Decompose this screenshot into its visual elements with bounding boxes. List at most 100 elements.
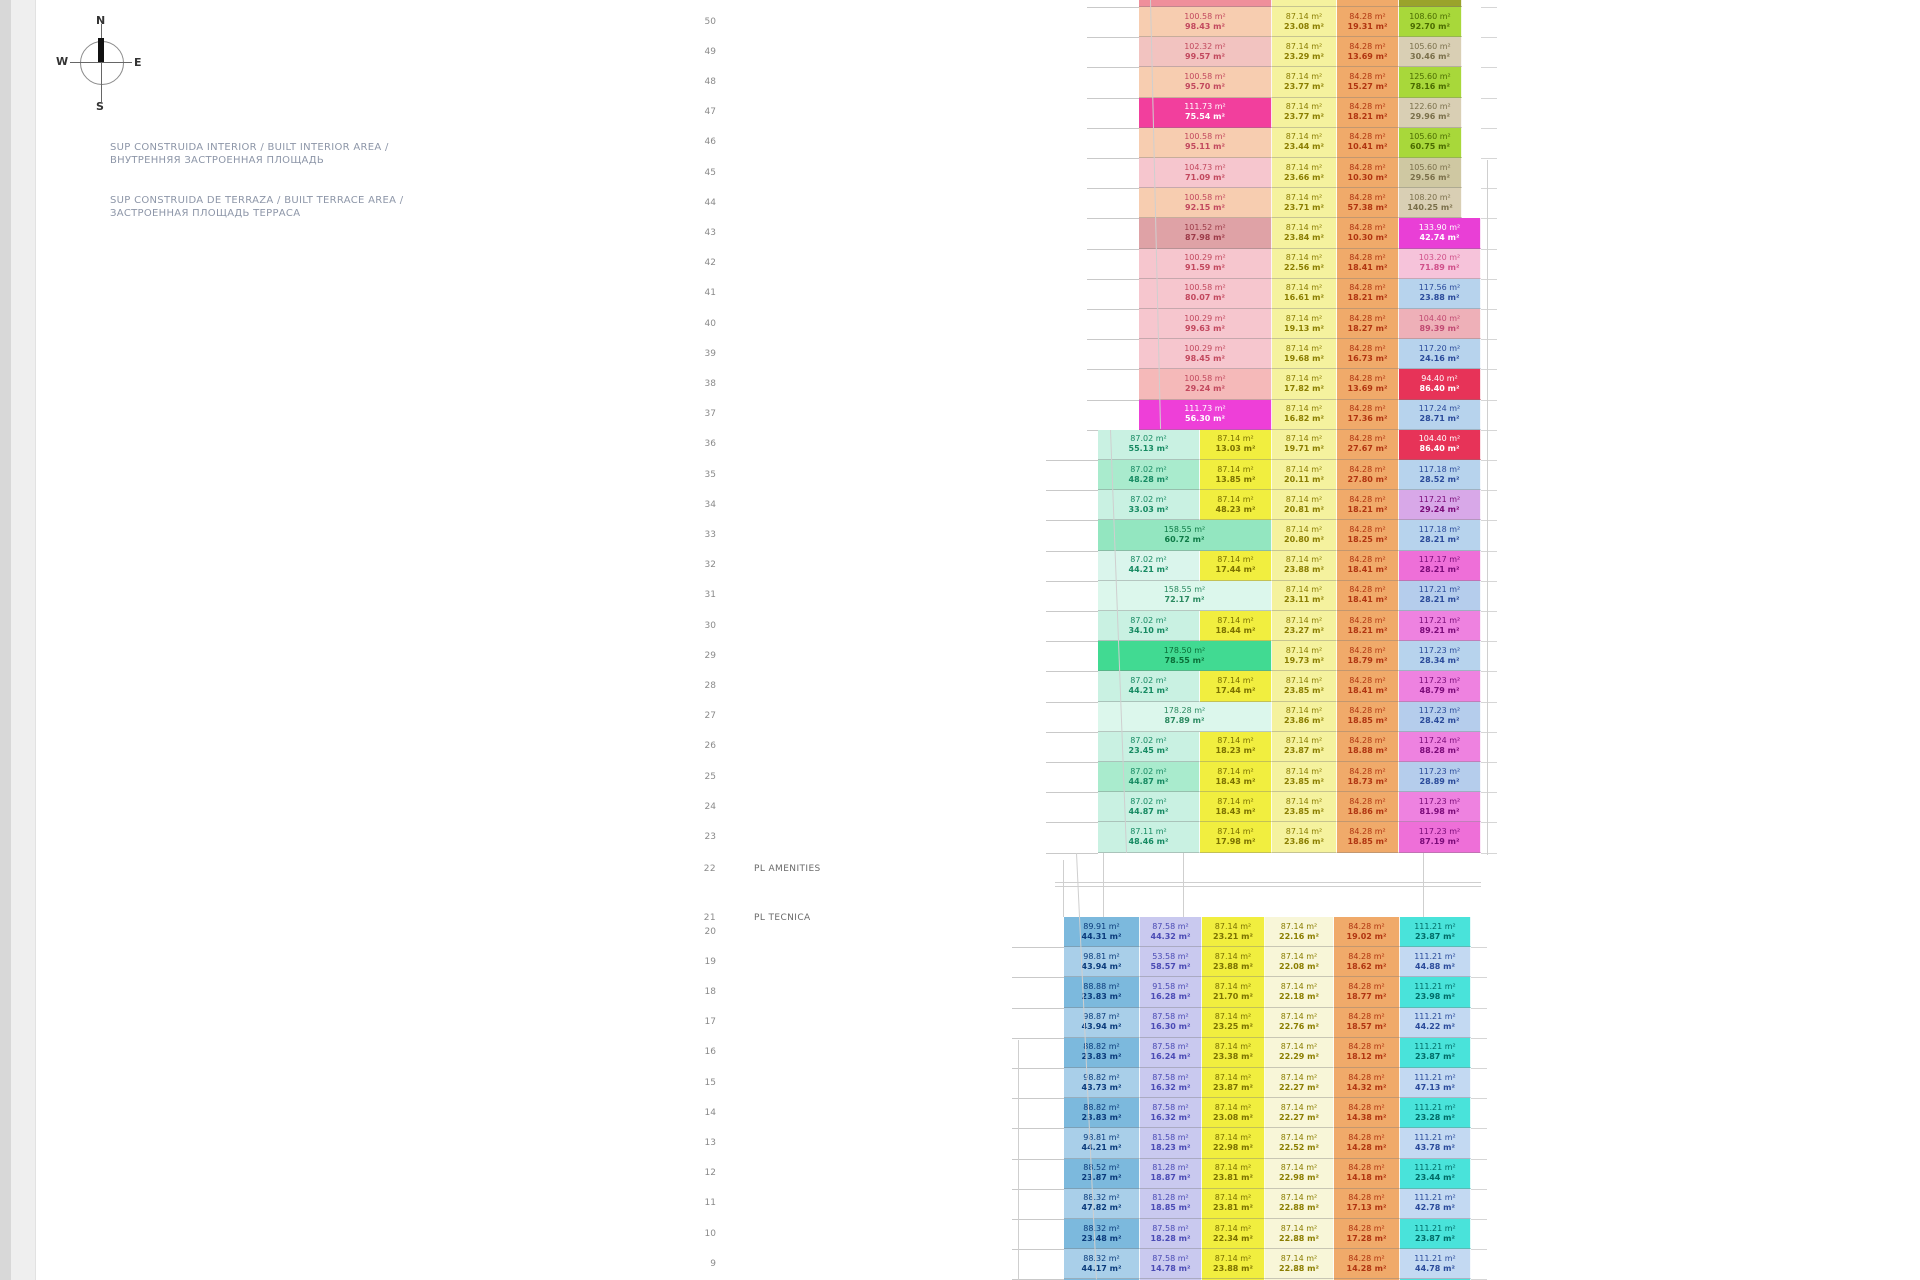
compass-rose: N S W E xyxy=(56,14,154,113)
interior-area-value: 87.14 m² xyxy=(1280,951,1318,961)
terrace-area-value: 23.84 m² xyxy=(1284,232,1324,242)
area-cell: 87.14 m² 17.82 m² xyxy=(1272,369,1337,400)
terrace-area-value: 22.18 m² xyxy=(1279,991,1319,1001)
area-cell: 87.58 m² 16.24 m² xyxy=(1140,1037,1202,1068)
interior-area-value: 111.21 m² xyxy=(1414,951,1456,961)
row-tick xyxy=(1481,7,1497,8)
row-tick xyxy=(1012,1158,1064,1160)
terrace-area-value: 28.21 m² xyxy=(1419,595,1460,605)
terrace-area-value: 18.57 m² xyxy=(1346,1022,1387,1032)
interior-area-value: 84.28 m² xyxy=(1348,981,1385,991)
row-tick xyxy=(1046,520,1098,522)
terrace-area-value: 23.44 m² xyxy=(1415,1173,1455,1183)
area-cell: 88.82 m² 23.83 m² xyxy=(1064,1098,1140,1129)
interior-area-value: 104.40 m² xyxy=(1418,434,1461,444)
area-cell: 111.21 m² 23.44 m² xyxy=(1400,1158,1471,1189)
interior-area-value: 87.14 m² xyxy=(1217,766,1254,776)
interior-area-value: 84.28 m² xyxy=(1349,41,1386,51)
interior-area-value: 84.28 m² xyxy=(1349,313,1386,323)
area-cell: 84.28 m² 10.30 m² xyxy=(1337,158,1399,189)
row-tick xyxy=(1087,339,1139,341)
area-cell: 88.52 m² 23.87 m² xyxy=(1064,1158,1140,1189)
area-cell: 87.14 m² 20.11 m² xyxy=(1272,460,1337,491)
area-cell: 81.28 m² 18.87 m² xyxy=(1140,1158,1202,1189)
terrace-area-value: 23.87 m² xyxy=(1415,1233,1455,1243)
row-tick xyxy=(1046,822,1098,824)
area-cell: 84.28 m² 18.21 m² xyxy=(1337,278,1399,309)
interior-area-value: 100.29 m² xyxy=(1184,253,1226,263)
area-cell: 133.90 m² 42.74 m² xyxy=(1399,218,1481,249)
interior-area-value: 87.14 m² xyxy=(1285,373,1323,383)
compass-needle-icon xyxy=(98,38,104,62)
row-tick xyxy=(1481,852,1497,854)
outline-line xyxy=(1018,1040,1019,1280)
interior-area-value: 87.14 m² xyxy=(1280,1163,1318,1173)
terrace-area-value: 23.38 m² xyxy=(1213,1052,1253,1062)
row-tick xyxy=(1046,701,1098,703)
interior-area-value: 117.23 m² xyxy=(1418,675,1461,685)
terrace-area-value: 23.86 m² xyxy=(1284,716,1324,726)
scrollbar[interactable] xyxy=(0,0,11,1280)
row-tick xyxy=(1481,188,1497,190)
row-tick xyxy=(1481,218,1497,220)
terrace-area-value: 23.28 m² xyxy=(1415,1112,1455,1122)
terrace-area-value: 86.40 m² xyxy=(1419,444,1460,454)
area-cell: 87.14 m² 23.66 m² xyxy=(1272,158,1337,189)
interior-area-value: 87.14 m² xyxy=(1285,283,1323,293)
area-cell: 111.73 m² 56.30 m² xyxy=(1139,399,1272,430)
area-cell: 87.14 m² 20.80 m² xyxy=(1272,520,1337,551)
terrace-area-value: 18.21 m² xyxy=(1347,625,1388,635)
area-cell: 84.28 m² 18.86 m² xyxy=(1337,792,1399,823)
terrace-area-value: 81.98 m² xyxy=(1419,806,1460,816)
interior-area-value: 87.14 m² xyxy=(1285,71,1323,81)
interior-area-value: 87.02 m² xyxy=(1130,766,1167,776)
area-cell: 84.28 m² 18.85 m² xyxy=(1337,701,1399,732)
interior-area-value: 84.28 m² xyxy=(1349,434,1386,444)
area-cell: 84.28 m² 18.79 m² xyxy=(1337,641,1399,672)
area-cell: 84.28 m² 14.18 m² xyxy=(1334,1158,1400,1189)
interior-area-value: 87.14 m² xyxy=(1214,1223,1252,1233)
terrace-area-value: 13.03 m² xyxy=(1215,444,1256,454)
row-tick xyxy=(1481,97,1497,99)
terrace-area-value: 44.21 m² xyxy=(1128,565,1169,575)
interior-area-value: 87.02 m² xyxy=(1130,796,1167,806)
page-edge xyxy=(11,0,36,1280)
interior-area-value: 84.28 m² xyxy=(1349,162,1386,172)
area-cell: 87.02 m² 34.10 m² xyxy=(1098,611,1200,642)
terrace-area-value: 18.62 m² xyxy=(1346,961,1387,971)
row-tick xyxy=(1087,7,1139,8)
floor-number: 48 xyxy=(704,77,716,87)
row-tick xyxy=(1471,1188,1487,1190)
legend-terrace-line2: ЗАСТРОЕННАЯ ПЛОЩАДЬ ТЕРРАСА xyxy=(110,208,301,219)
interior-area-value: 84.28 m² xyxy=(1349,464,1386,474)
interior-area-value: 87.02 m² xyxy=(1130,434,1167,444)
floor-number: 10 xyxy=(704,1228,716,1239)
terrace-area-value: 18.73 m² xyxy=(1347,776,1388,786)
terrace-area-value: 23.21 m² xyxy=(1213,931,1253,941)
compass-west-label: W xyxy=(56,55,69,68)
terrace-area-value: 98.43 m² xyxy=(1185,0,1225,1)
terrace-area-value: 20.81 m² xyxy=(1284,504,1324,514)
area-cell: 84.28 m² 18.88 m² xyxy=(1337,731,1399,762)
area-cell: 87.02 m² 33.03 m² xyxy=(1098,490,1200,521)
terrace-area-value: 99.57 m² xyxy=(1185,51,1225,61)
terrace-area-value: 24.16 m² xyxy=(1419,353,1460,363)
interior-area-value: 87.14 m² xyxy=(1280,1132,1318,1142)
interior-area-value: 117.56 m² xyxy=(1418,283,1461,293)
area-cell: 103.20 m² 71.89 m² xyxy=(1399,248,1481,279)
terrace-area-value: 89.21 m² xyxy=(1419,625,1460,635)
terrace-area-value: 23.88 m² xyxy=(1284,565,1324,575)
terrace-area-value: 23.98 m² xyxy=(1415,991,1455,1001)
interior-area-value: 111.21 m² xyxy=(1414,1163,1456,1173)
terrace-area-value: 23.66 m² xyxy=(1284,172,1324,182)
row-tick xyxy=(1481,67,1497,69)
interior-area-value: 88.52 m² xyxy=(1083,1163,1120,1173)
interior-area-value: 87.14 m² xyxy=(1217,796,1254,806)
floor-number: 37 xyxy=(704,409,716,420)
interior-area-value: 108.20 m² xyxy=(1409,192,1451,202)
floor-number: 23 xyxy=(704,832,716,842)
row-tick xyxy=(1046,611,1098,612)
area-cell: 87.14 m² 23.29 m² xyxy=(1272,37,1337,68)
floor-number: 44 xyxy=(704,197,716,208)
